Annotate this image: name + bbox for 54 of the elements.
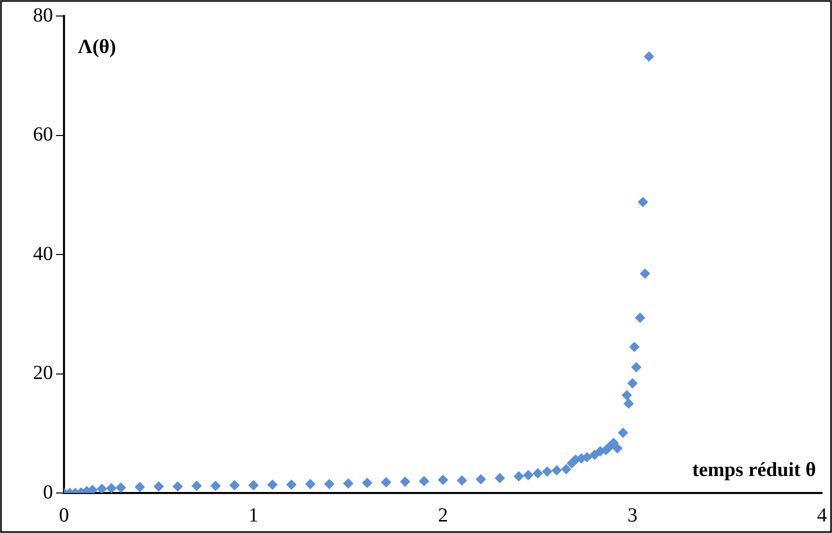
y-tick-label: 80 <box>33 4 53 26</box>
point <box>419 476 430 486</box>
y-tick-label: 60 <box>33 124 53 146</box>
x-tick-label: 2 <box>438 504 448 526</box>
point <box>628 378 638 388</box>
point <box>624 398 634 409</box>
point <box>514 471 524 482</box>
point <box>476 474 486 484</box>
point <box>494 473 505 484</box>
point <box>400 476 410 487</box>
point <box>561 464 572 474</box>
y-tick-label: 20 <box>33 362 53 384</box>
point <box>582 452 592 462</box>
point <box>305 479 316 490</box>
point <box>532 468 543 478</box>
point <box>343 478 354 488</box>
point <box>134 482 145 492</box>
point <box>230 480 240 490</box>
point <box>456 475 467 486</box>
y-tick-label: 40 <box>33 242 53 265</box>
point <box>622 390 632 400</box>
point <box>116 482 126 493</box>
x-axis-title: temps réduit θ <box>692 459 816 482</box>
point <box>381 477 392 488</box>
point <box>286 480 296 490</box>
x-tick-label: 0 <box>59 504 69 526</box>
y-axis-title: Λ(θ) <box>78 36 116 58</box>
point <box>523 470 534 480</box>
point <box>210 480 221 491</box>
point <box>552 465 562 476</box>
y-tick-label: 0 <box>43 481 53 504</box>
point <box>640 268 650 279</box>
point <box>612 443 622 454</box>
x-tick-label: 1 <box>248 504 258 526</box>
x-tick-label: 4 <box>817 504 827 526</box>
x-tick-label: 3 <box>628 504 638 526</box>
point <box>192 480 202 491</box>
point <box>172 481 183 492</box>
point <box>644 52 654 62</box>
point <box>618 428 628 438</box>
point <box>267 480 278 490</box>
point <box>638 197 648 208</box>
point <box>631 362 642 372</box>
point <box>590 450 600 460</box>
point <box>154 481 164 492</box>
point <box>96 484 107 493</box>
point <box>248 480 258 490</box>
point <box>542 466 552 477</box>
point <box>106 483 116 493</box>
point <box>635 312 646 323</box>
point <box>629 342 640 352</box>
point <box>362 478 372 488</box>
point <box>438 474 448 485</box>
point <box>324 479 334 490</box>
